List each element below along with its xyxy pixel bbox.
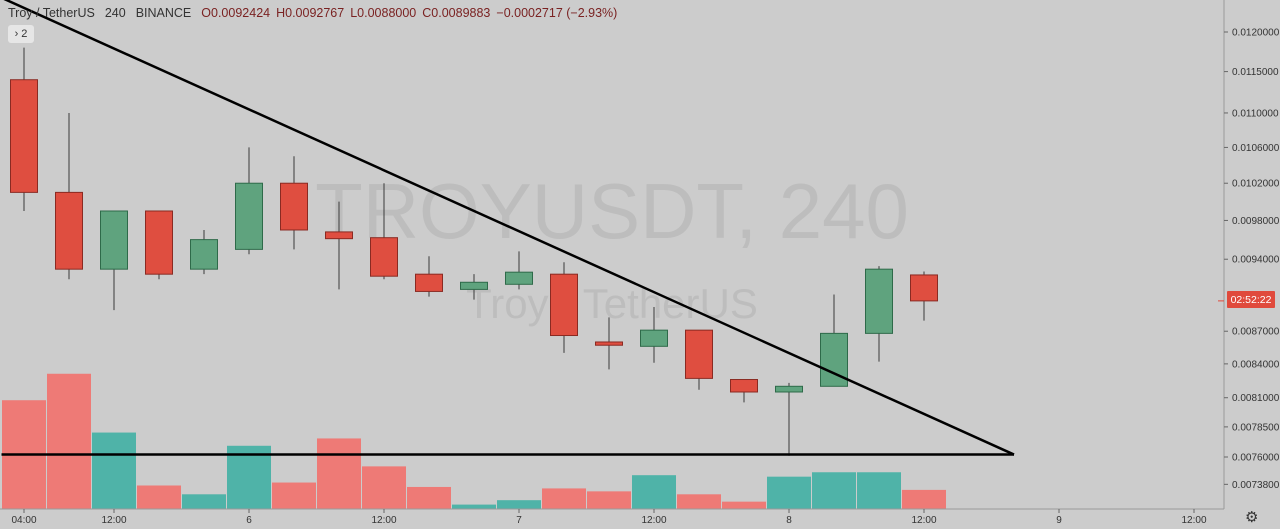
time-tick-label: 9 [1056, 515, 1062, 526]
price-tick-label: 0.0094000 [1232, 255, 1280, 266]
volume-bar [362, 466, 406, 509]
volume-bar [272, 482, 316, 509]
candle-body [235, 182, 263, 250]
symbol-legend: Troy / TetherUS 240 BINANCE O0.0092424 H… [8, 6, 617, 20]
volume-bar [812, 472, 856, 509]
price-tick-label: 0.0084000 [1232, 359, 1280, 370]
watermark-symbol: TROYUSDT, 240 [315, 167, 909, 255]
candle-body [145, 210, 173, 275]
price-tick-label: 0.0087000 [1232, 327, 1280, 338]
candle-body [640, 329, 668, 347]
indicators-toggle-button[interactable]: › 2 [8, 25, 34, 43]
candle-body [910, 274, 938, 302]
candle-body [505, 271, 533, 285]
candle-body [370, 237, 398, 277]
candle-body [325, 231, 353, 240]
volume-bar [632, 475, 676, 509]
close-value: C0.0089883 [422, 6, 491, 20]
time-tick-label: 8 [786, 515, 792, 526]
volume-bar [497, 500, 541, 509]
candle-body [55, 191, 83, 270]
volume-bar [902, 489, 946, 509]
price-tick-label: 0.0073800 [1232, 480, 1280, 491]
interval-label[interactable]: 240 [104, 6, 126, 20]
candle-body [595, 341, 623, 346]
exchange-label: BINANCE [135, 6, 192, 20]
volume-bar [317, 438, 361, 509]
change-value: −0.0002717 (−2.93%) [496, 6, 618, 20]
time-tick-label: 04:00 [11, 515, 36, 526]
gear-icon[interactable]: ⚙ [1245, 509, 1259, 526]
candle-body [550, 273, 578, 337]
candle-body [865, 268, 893, 334]
price-tick-label: 0.0115000 [1232, 67, 1279, 78]
candle-body [10, 79, 38, 193]
candle-body [460, 281, 488, 290]
volume-bar [407, 486, 451, 509]
volume-bar [677, 494, 721, 509]
candle-body [775, 385, 803, 393]
volume-bar [47, 373, 91, 509]
volume-bar [452, 504, 496, 509]
time-tick-label: 12:00 [641, 515, 666, 526]
candle-body [280, 182, 308, 231]
volume-bar [542, 488, 586, 509]
price-tick-label: 0.0076000 [1232, 453, 1280, 464]
time-tick-label: 7 [516, 515, 522, 526]
price-countdown-label: 02:52:22 [1227, 291, 1275, 308]
time-tick-label: 12:00 [911, 515, 936, 526]
volume-bar [767, 476, 811, 509]
price-tick-label: 0.0106000 [1232, 143, 1280, 154]
time-tick-label: 6 [246, 515, 252, 526]
time-tick-label: 12:00 [101, 515, 126, 526]
symbol-name[interactable]: Troy / TetherUS [8, 6, 95, 20]
high-value: H0.0092767 [276, 6, 345, 20]
time-tick-label: 12:00 [1181, 515, 1206, 526]
price-axis [1224, 0, 1280, 529]
candle-body [190, 239, 218, 270]
price-tick-label: 0.0120000 [1232, 28, 1280, 39]
volume-bar [182, 494, 226, 509]
volume-bar [227, 445, 271, 509]
volume-bar [137, 485, 181, 509]
candle-body [685, 329, 713, 379]
price-tick-label: 0.0081000 [1232, 393, 1280, 404]
low-value: L0.0088000 [350, 6, 417, 20]
price-tick-label: 0.0110000 [1232, 108, 1279, 119]
price-tick-label: 0.0102000 [1232, 179, 1280, 190]
volume-bar [587, 491, 631, 509]
price-tick-label: 0.0098000 [1232, 216, 1280, 227]
candle-body [100, 210, 128, 270]
volume-bar [722, 501, 766, 509]
volume-bar [857, 472, 901, 509]
candle-body [730, 379, 758, 393]
time-tick-label: 12:00 [371, 515, 396, 526]
volume-bar [92, 432, 136, 509]
price-tick-label: 0.0078500 [1232, 422, 1280, 433]
descending-trendline [3, 0, 1015, 456]
watermark-description: Troy / TetherUS [466, 280, 758, 327]
open-value: O0.0092424 [201, 6, 271, 20]
candle-body [415, 273, 443, 292]
